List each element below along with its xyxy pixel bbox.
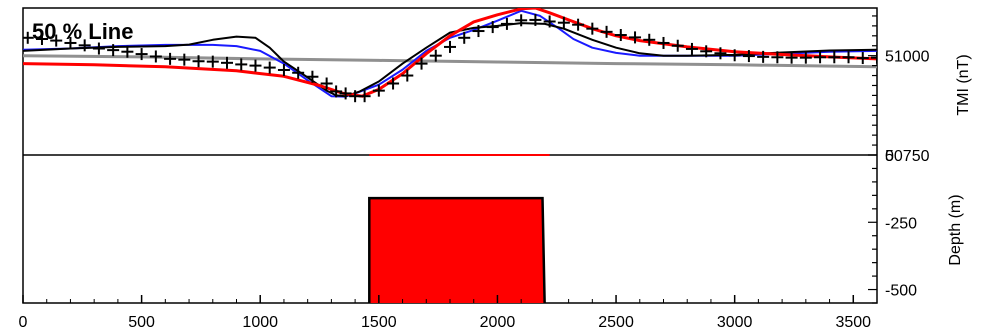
observed-point [249, 59, 262, 72]
observed-point [714, 47, 727, 60]
observed-point [486, 21, 499, 34]
observed-point [92, 42, 105, 55]
source-body-polygon [368, 196, 546, 303]
x-tick-label: 0 [19, 314, 28, 331]
x-tick-label: 3500 [835, 314, 871, 331]
tmi-tick-label: 51000 [885, 49, 930, 66]
observed-point [742, 50, 755, 63]
observed-point [629, 31, 642, 44]
observed-point [757, 50, 770, 63]
tmi-axis-title: TMI (nT) [955, 54, 972, 115]
depth-axis-title: Depth (m) [947, 194, 964, 265]
observed-point [358, 90, 371, 103]
observed-point [339, 87, 352, 100]
observed-point [277, 63, 290, 76]
observed-point [529, 13, 542, 26]
observed-point [164, 52, 177, 65]
observed-point [221, 56, 234, 69]
chart-title: 50 % Line [32, 19, 133, 44]
x-tick-label: 2500 [598, 314, 634, 331]
observed-point [35, 32, 48, 45]
observed-point [178, 53, 191, 66]
x-axis: 0 500 1000 1500 2000 2500 3000 3500 [19, 295, 871, 331]
observed-point [415, 57, 428, 70]
observed-point [500, 17, 513, 30]
observed-point [458, 31, 471, 44]
observed-point [685, 42, 698, 55]
tmi-panel [23, 8, 877, 103]
observed-point [600, 25, 613, 38]
observed-point [543, 15, 556, 28]
observed-point [799, 51, 812, 64]
depth-tick-label: 0 [885, 148, 894, 165]
observed-point [671, 39, 684, 52]
x-tick-label: 2000 [480, 314, 516, 331]
x-tick-label: 3000 [717, 314, 753, 331]
x-tick-label: 500 [128, 314, 155, 331]
observed-point [771, 51, 784, 64]
observed-point [306, 70, 319, 83]
observed-point [828, 51, 841, 64]
observed-point [700, 45, 713, 58]
observed-point [856, 52, 869, 65]
observed-point [557, 16, 570, 29]
tmi-series-line [23, 22, 877, 98]
observed-point [372, 84, 385, 97]
observed-point [429, 49, 442, 62]
observed-point [320, 77, 333, 90]
observed-point [206, 55, 219, 68]
observed-point [263, 61, 276, 74]
observed-point [814, 51, 827, 64]
observed-point [149, 50, 162, 63]
observed-point [643, 33, 656, 46]
observed-point [842, 51, 855, 64]
observed-point [728, 49, 741, 62]
observed-point [614, 29, 627, 42]
observed-point [23, 31, 34, 44]
observed-point [292, 66, 305, 79]
observed-point [64, 36, 77, 49]
observed-point [78, 39, 91, 52]
observed-point [107, 44, 120, 57]
depth-tick-label: -250 [885, 215, 917, 232]
observed-point [472, 25, 485, 38]
x-tick-label: 1000 [242, 314, 278, 331]
depth-panel [368, 196, 546, 303]
observed-point [135, 48, 148, 61]
tmi-tick-label: 50750 [885, 148, 930, 165]
observed-point [586, 22, 599, 35]
observed-point [235, 58, 248, 71]
observed-point [572, 18, 585, 31]
observed-point [192, 55, 205, 68]
observed-point [401, 69, 414, 82]
observed-point [121, 45, 134, 58]
observed-point [387, 77, 400, 90]
observed-point [444, 40, 456, 53]
observed-point [785, 51, 798, 64]
depth-tick-label: -500 [885, 283, 917, 300]
observed-point [871, 51, 877, 64]
x-tick-label: 1500 [361, 314, 397, 331]
observed-point [330, 85, 343, 98]
observed-point [50, 34, 63, 47]
observed-point [657, 36, 670, 49]
observed-point [515, 14, 528, 27]
